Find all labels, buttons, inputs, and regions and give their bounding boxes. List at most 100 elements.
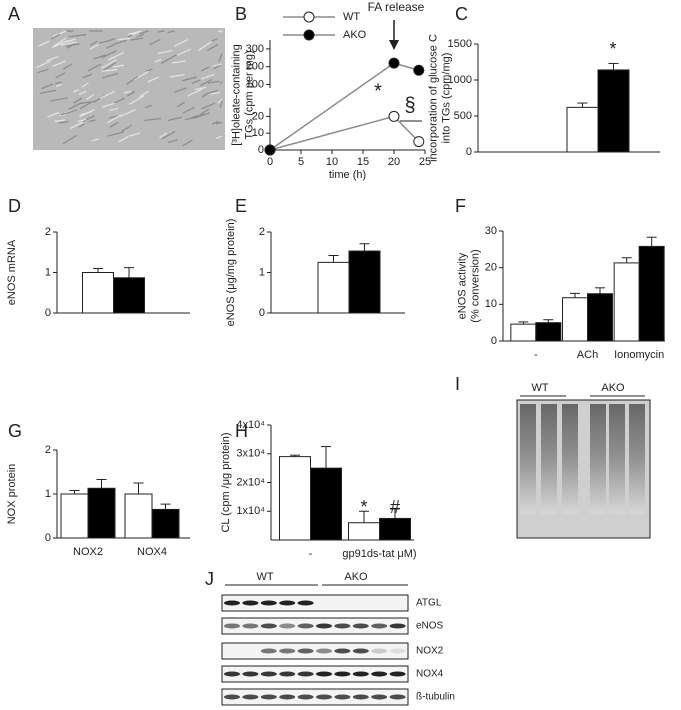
y-axis-label: into TGs (cpm/mg) <box>440 53 452 144</box>
cell <box>68 33 87 38</box>
cell <box>107 131 124 137</box>
annotation: FA release <box>368 0 425 14</box>
band <box>389 623 406 629</box>
cell <box>118 135 129 143</box>
cell <box>161 130 176 140</box>
bar <box>87 487 116 539</box>
cell <box>109 121 119 128</box>
band <box>260 648 277 654</box>
y-tick-label: 0 <box>45 532 51 544</box>
cell <box>201 102 216 110</box>
bar <box>562 297 588 342</box>
bar <box>310 467 342 541</box>
band <box>297 600 314 606</box>
band <box>279 600 296 606</box>
cell <box>133 70 149 81</box>
blot-group: WT <box>256 571 273 583</box>
cell <box>128 132 141 137</box>
panel-letter: A <box>8 4 20 24</box>
lane <box>520 404 536 514</box>
cell <box>55 81 62 85</box>
lane <box>629 404 645 514</box>
cell <box>199 108 210 116</box>
cell <box>93 54 106 60</box>
lane <box>590 404 606 514</box>
cell <box>211 120 219 125</box>
cell <box>117 37 131 41</box>
band <box>242 671 259 677</box>
cell <box>119 108 136 118</box>
cell <box>113 39 128 45</box>
cell <box>160 54 177 65</box>
band <box>279 623 296 629</box>
band <box>389 694 406 700</box>
band <box>297 623 314 629</box>
band <box>352 648 369 654</box>
band <box>242 694 259 700</box>
band <box>316 648 332 654</box>
panel-letter: E <box>235 196 247 216</box>
cell <box>82 73 93 79</box>
cell <box>90 40 98 46</box>
bar <box>151 508 180 539</box>
y-axis-label: [³H]oleate-containing <box>230 44 242 146</box>
cell <box>167 139 178 144</box>
cell <box>218 53 223 62</box>
band <box>297 648 314 654</box>
cell <box>176 101 185 108</box>
cell <box>211 37 219 42</box>
cell <box>101 62 117 73</box>
blot-row-label: NOX2 <box>416 646 444 657</box>
band <box>224 671 240 677</box>
cell <box>177 48 191 56</box>
y-tick-label: 1x10⁴ <box>236 505 265 517</box>
cell <box>206 44 219 51</box>
cell <box>62 134 77 145</box>
y-tick-label: 0 <box>491 335 497 347</box>
x-tick-label: - <box>534 349 538 361</box>
x-tick-label: Ionomycin <box>614 349 664 361</box>
band <box>352 623 369 629</box>
blot-row-label: NOX4 <box>416 669 444 680</box>
cell <box>53 37 67 48</box>
cell <box>79 90 87 96</box>
cell <box>173 38 189 47</box>
y-tick-label: 2x10⁴ <box>236 476 265 488</box>
series-line <box>269 115 420 151</box>
cell <box>182 106 195 114</box>
y-axis-label: eNOS mRNA <box>6 239 18 305</box>
cell <box>81 82 89 88</box>
annotation: * <box>360 497 367 517</box>
band <box>316 694 332 700</box>
cell <box>37 68 49 74</box>
cell <box>107 114 122 124</box>
x-tick-label: 0 <box>267 156 273 168</box>
bar <box>587 293 613 342</box>
band <box>371 648 388 654</box>
band <box>334 671 351 677</box>
cell <box>203 89 219 96</box>
cell <box>73 97 83 104</box>
y-tick-label: 10 <box>252 127 264 139</box>
band <box>371 671 388 677</box>
cell <box>144 104 152 109</box>
cell <box>159 132 168 139</box>
blot: ATGL eNOS NOX2 NOX4 ß-tubulin <box>221 594 455 706</box>
y-tick-label: 2 <box>45 444 51 456</box>
x-axis-label: time (h) <box>329 169 366 181</box>
lane <box>609 404 625 514</box>
annotation: § <box>404 94 415 116</box>
y-tick-label: 1 <box>259 266 265 278</box>
annotation: * <box>374 80 382 102</box>
cell <box>213 63 223 70</box>
cell <box>54 119 66 122</box>
panel-letter: F <box>455 196 466 216</box>
band <box>316 623 332 629</box>
band <box>279 648 296 654</box>
x-tick-label: 15 <box>357 156 369 168</box>
y-tick-label: 10 <box>485 298 497 310</box>
bar <box>566 106 599 153</box>
cell <box>167 30 175 34</box>
cell <box>136 33 145 38</box>
band <box>242 623 259 629</box>
